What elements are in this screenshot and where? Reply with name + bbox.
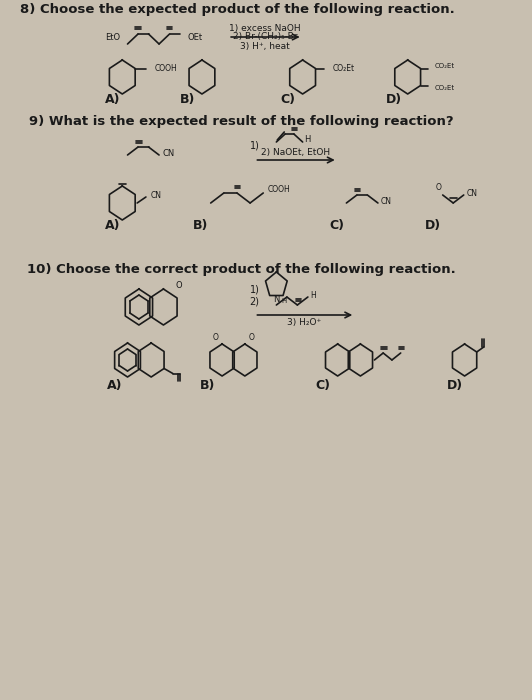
Text: D): D) (447, 379, 463, 391)
Text: 8) Choose the expected product of the following reaction.: 8) Choose the expected product of the fo… (20, 4, 454, 17)
Text: 2): 2) (250, 297, 260, 307)
Text: H: H (311, 290, 316, 300)
Text: O: O (212, 333, 218, 342)
Text: D): D) (425, 218, 442, 232)
Text: N: N (273, 295, 279, 304)
Text: COOH: COOH (268, 186, 290, 195)
Text: CO₂Et: CO₂Et (435, 62, 455, 69)
Text: A): A) (105, 218, 120, 232)
Text: H: H (281, 298, 287, 304)
Text: O: O (435, 183, 441, 192)
Text: 1): 1) (250, 285, 260, 295)
Text: OEt: OEt (187, 33, 202, 42)
Text: C): C) (329, 218, 344, 232)
Text: EtO: EtO (105, 33, 121, 42)
Text: CN: CN (467, 188, 477, 197)
Text: C): C) (281, 92, 296, 106)
Text: B): B) (200, 379, 215, 391)
Text: B): B) (193, 218, 209, 232)
Text: 2) NaOEt, EtOH: 2) NaOEt, EtOH (261, 148, 330, 157)
Text: COOH: COOH (154, 64, 177, 73)
Text: 1): 1) (250, 140, 260, 150)
Text: O: O (249, 333, 255, 342)
Text: CO₂Et: CO₂Et (435, 85, 455, 92)
Text: H: H (304, 136, 311, 144)
Text: 3) H⁺, heat: 3) H⁺, heat (240, 41, 290, 50)
Text: D): D) (386, 92, 402, 106)
Text: B): B) (180, 92, 195, 106)
Text: CN: CN (380, 197, 392, 206)
Text: CN: CN (151, 190, 161, 199)
Text: O: O (176, 281, 182, 290)
Text: C): C) (316, 379, 331, 391)
Text: 9) What is the expected result of the following reaction?: 9) What is the expected result of the fo… (29, 116, 454, 129)
Text: CO₂Et: CO₂Et (332, 64, 354, 73)
Text: 10) Choose the correct product of the following reaction.: 10) Choose the correct product of the fo… (27, 263, 456, 276)
Text: A): A) (107, 379, 123, 391)
Text: A): A) (105, 92, 120, 106)
Text: CN: CN (163, 148, 175, 158)
Text: 1) excess NaOH: 1) excess NaOH (229, 24, 301, 32)
Text: 3) H₂O⁺: 3) H₂O⁺ (287, 318, 321, 326)
Text: 2) Br-(CH₂)₅-Br: 2) Br-(CH₂)₅-Br (232, 32, 297, 41)
